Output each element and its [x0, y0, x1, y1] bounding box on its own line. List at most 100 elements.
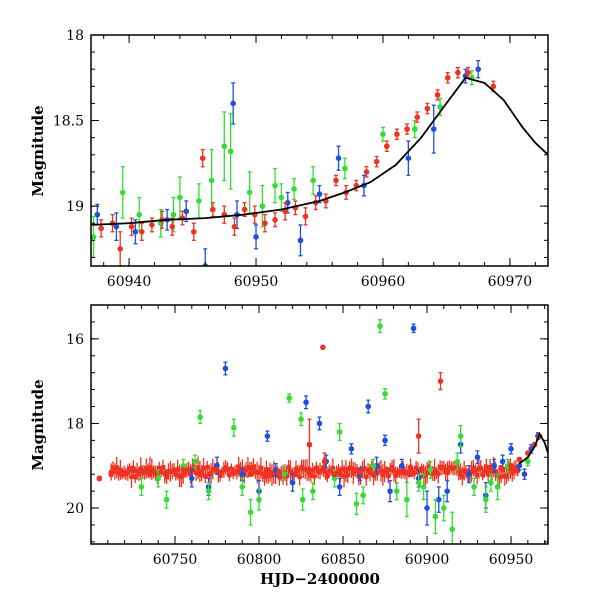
data-point — [516, 456, 523, 463]
data-point — [335, 155, 342, 161]
data-point — [498, 465, 504, 471]
data-point — [96, 475, 103, 482]
data-point — [253, 234, 259, 240]
top-series-blue — [94, 60, 481, 266]
data-point — [136, 211, 143, 218]
data-point — [490, 83, 497, 90]
data-point — [214, 462, 220, 469]
data-point — [227, 148, 234, 155]
data-point — [427, 467, 434, 473]
data-point — [432, 469, 439, 475]
data-point — [394, 131, 400, 138]
bottom-model-curve — [518, 431, 548, 465]
bottom-series-red — [96, 344, 543, 482]
data-point — [231, 223, 238, 230]
band-data-point — [478, 465, 484, 471]
data-point — [276, 469, 282, 475]
data-point — [444, 467, 450, 473]
data-point — [377, 323, 383, 329]
data-point — [370, 471, 377, 478]
data-point — [284, 199, 291, 206]
x-tick-label: 60900 — [405, 552, 450, 568]
data-point — [471, 484, 477, 490]
data-point — [113, 223, 120, 230]
bottom-plot-content — [96, 319, 548, 544]
data-point — [119, 189, 126, 196]
data-point — [130, 467, 136, 473]
data-point — [321, 458, 328, 465]
data-point — [441, 505, 447, 511]
data-point — [147, 471, 153, 478]
data-point — [272, 217, 278, 223]
y-tick-label: 18 — [66, 416, 84, 432]
data-point — [191, 228, 197, 235]
data-point — [483, 496, 489, 503]
y-tick-label: 19 — [66, 199, 84, 215]
data-point — [180, 467, 187, 473]
data-point — [247, 471, 254, 478]
top-series-red — [98, 66, 497, 266]
bottom-x-axis-label: HJD−2400000 — [260, 570, 380, 588]
data-point — [231, 469, 237, 475]
data-point — [197, 471, 204, 478]
data-point — [419, 467, 425, 473]
data-point — [170, 211, 177, 218]
data-point — [380, 131, 386, 138]
data-point — [239, 484, 246, 490]
x-tick-label: 60800 — [237, 552, 282, 568]
top-y-axis-label: Magnitude — [29, 105, 47, 196]
data-point — [298, 416, 304, 423]
data-point — [247, 509, 254, 516]
data-point — [360, 492, 366, 499]
data-point — [397, 469, 403, 475]
data-point — [343, 467, 350, 473]
data-point — [382, 437, 388, 444]
x-tick-label: 60950 — [489, 552, 534, 568]
data-point — [196, 198, 202, 204]
data-point — [383, 143, 390, 150]
bottom-axis-ticks: 60750 60800 60850 60900 60950 16 18 20 — [66, 304, 548, 568]
data-point — [303, 399, 309, 406]
top-axis-ticks: 60940 60950 60960 60970 18 18.5 19 — [53, 28, 548, 290]
data-point — [437, 378, 444, 384]
data-point — [309, 488, 316, 494]
data-point — [117, 246, 123, 252]
data-point — [199, 155, 206, 161]
data-point — [210, 206, 216, 213]
top-data-layer — [91, 60, 548, 266]
data-point — [208, 177, 215, 184]
data-point — [291, 186, 297, 192]
top-model-curve — [91, 76, 548, 226]
top-panel: 60940 60950 60960 60970 18 18.5 19 Magnitude — [29, 28, 549, 290]
data-point — [281, 471, 288, 478]
top-plot-frame — [90, 34, 549, 267]
data-point — [230, 100, 236, 107]
data-point — [138, 228, 145, 235]
data-point — [231, 424, 237, 431]
data-point — [94, 211, 101, 218]
data-point — [262, 220, 268, 227]
data-point — [466, 471, 472, 478]
data-point — [310, 177, 316, 184]
data-point — [306, 441, 313, 448]
data-point — [525, 458, 531, 465]
data-point — [169, 223, 176, 230]
data-point — [411, 126, 418, 132]
data-point — [407, 471, 414, 478]
data-point — [316, 420, 323, 427]
data-point — [521, 471, 528, 478]
data-point — [383, 467, 390, 473]
bottom-data-layer — [96, 319, 548, 544]
data-point — [471, 467, 477, 473]
data-point — [382, 391, 388, 397]
data-point — [336, 429, 343, 435]
data-point — [264, 467, 271, 473]
y-tick-label: 18.5 — [53, 114, 84, 130]
data-point — [508, 462, 514, 469]
data-point — [286, 395, 293, 401]
data-point — [138, 484, 145, 490]
data-point — [163, 469, 170, 475]
data-point — [272, 182, 278, 189]
band-data-point — [311, 473, 318, 479]
data-point — [320, 344, 326, 351]
